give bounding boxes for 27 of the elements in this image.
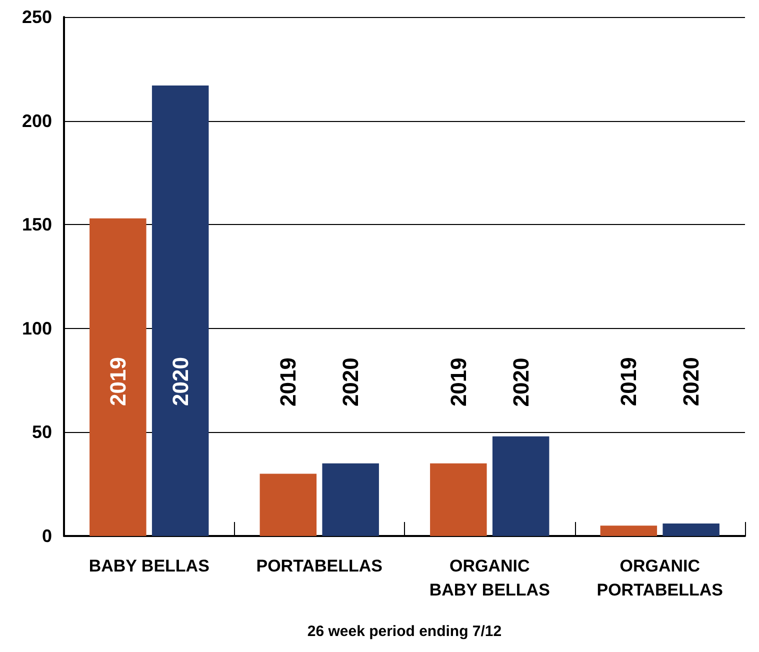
y-tick-label: 0 xyxy=(42,526,52,546)
text: 2020 xyxy=(338,358,364,407)
x-tick-label: ORGANIC BABY BELLAS xyxy=(429,556,550,600)
bar xyxy=(260,474,317,536)
y-tick-label: 200 xyxy=(22,110,52,131)
text: 2019 xyxy=(616,357,642,406)
y-tick-label: 50 xyxy=(32,422,52,442)
y-tick-label: 100 xyxy=(22,318,52,338)
series-label: 2020 xyxy=(168,357,193,406)
bar xyxy=(492,436,550,536)
x-tick-label: PORTABELLAS xyxy=(256,556,382,576)
bar xyxy=(322,463,379,536)
bar xyxy=(90,218,146,536)
bar xyxy=(600,526,658,536)
series-label: 2019 xyxy=(105,357,130,406)
x-tick-label: ORGANIC PORTABELLAS xyxy=(596,556,723,600)
bar xyxy=(152,86,209,536)
bar xyxy=(430,463,487,536)
x-axis-title: 26 week period ending 7/12 xyxy=(307,623,502,640)
text: 2020 xyxy=(678,357,704,406)
y-tick-label: 150 xyxy=(22,214,52,235)
text: 2019 xyxy=(446,358,471,407)
text: 2019 xyxy=(276,358,301,406)
bar xyxy=(662,524,720,536)
x-tick-label: BABY BELLAS xyxy=(88,556,210,576)
y-tick-label: 250 xyxy=(22,7,52,27)
text: 2020 xyxy=(508,358,534,407)
